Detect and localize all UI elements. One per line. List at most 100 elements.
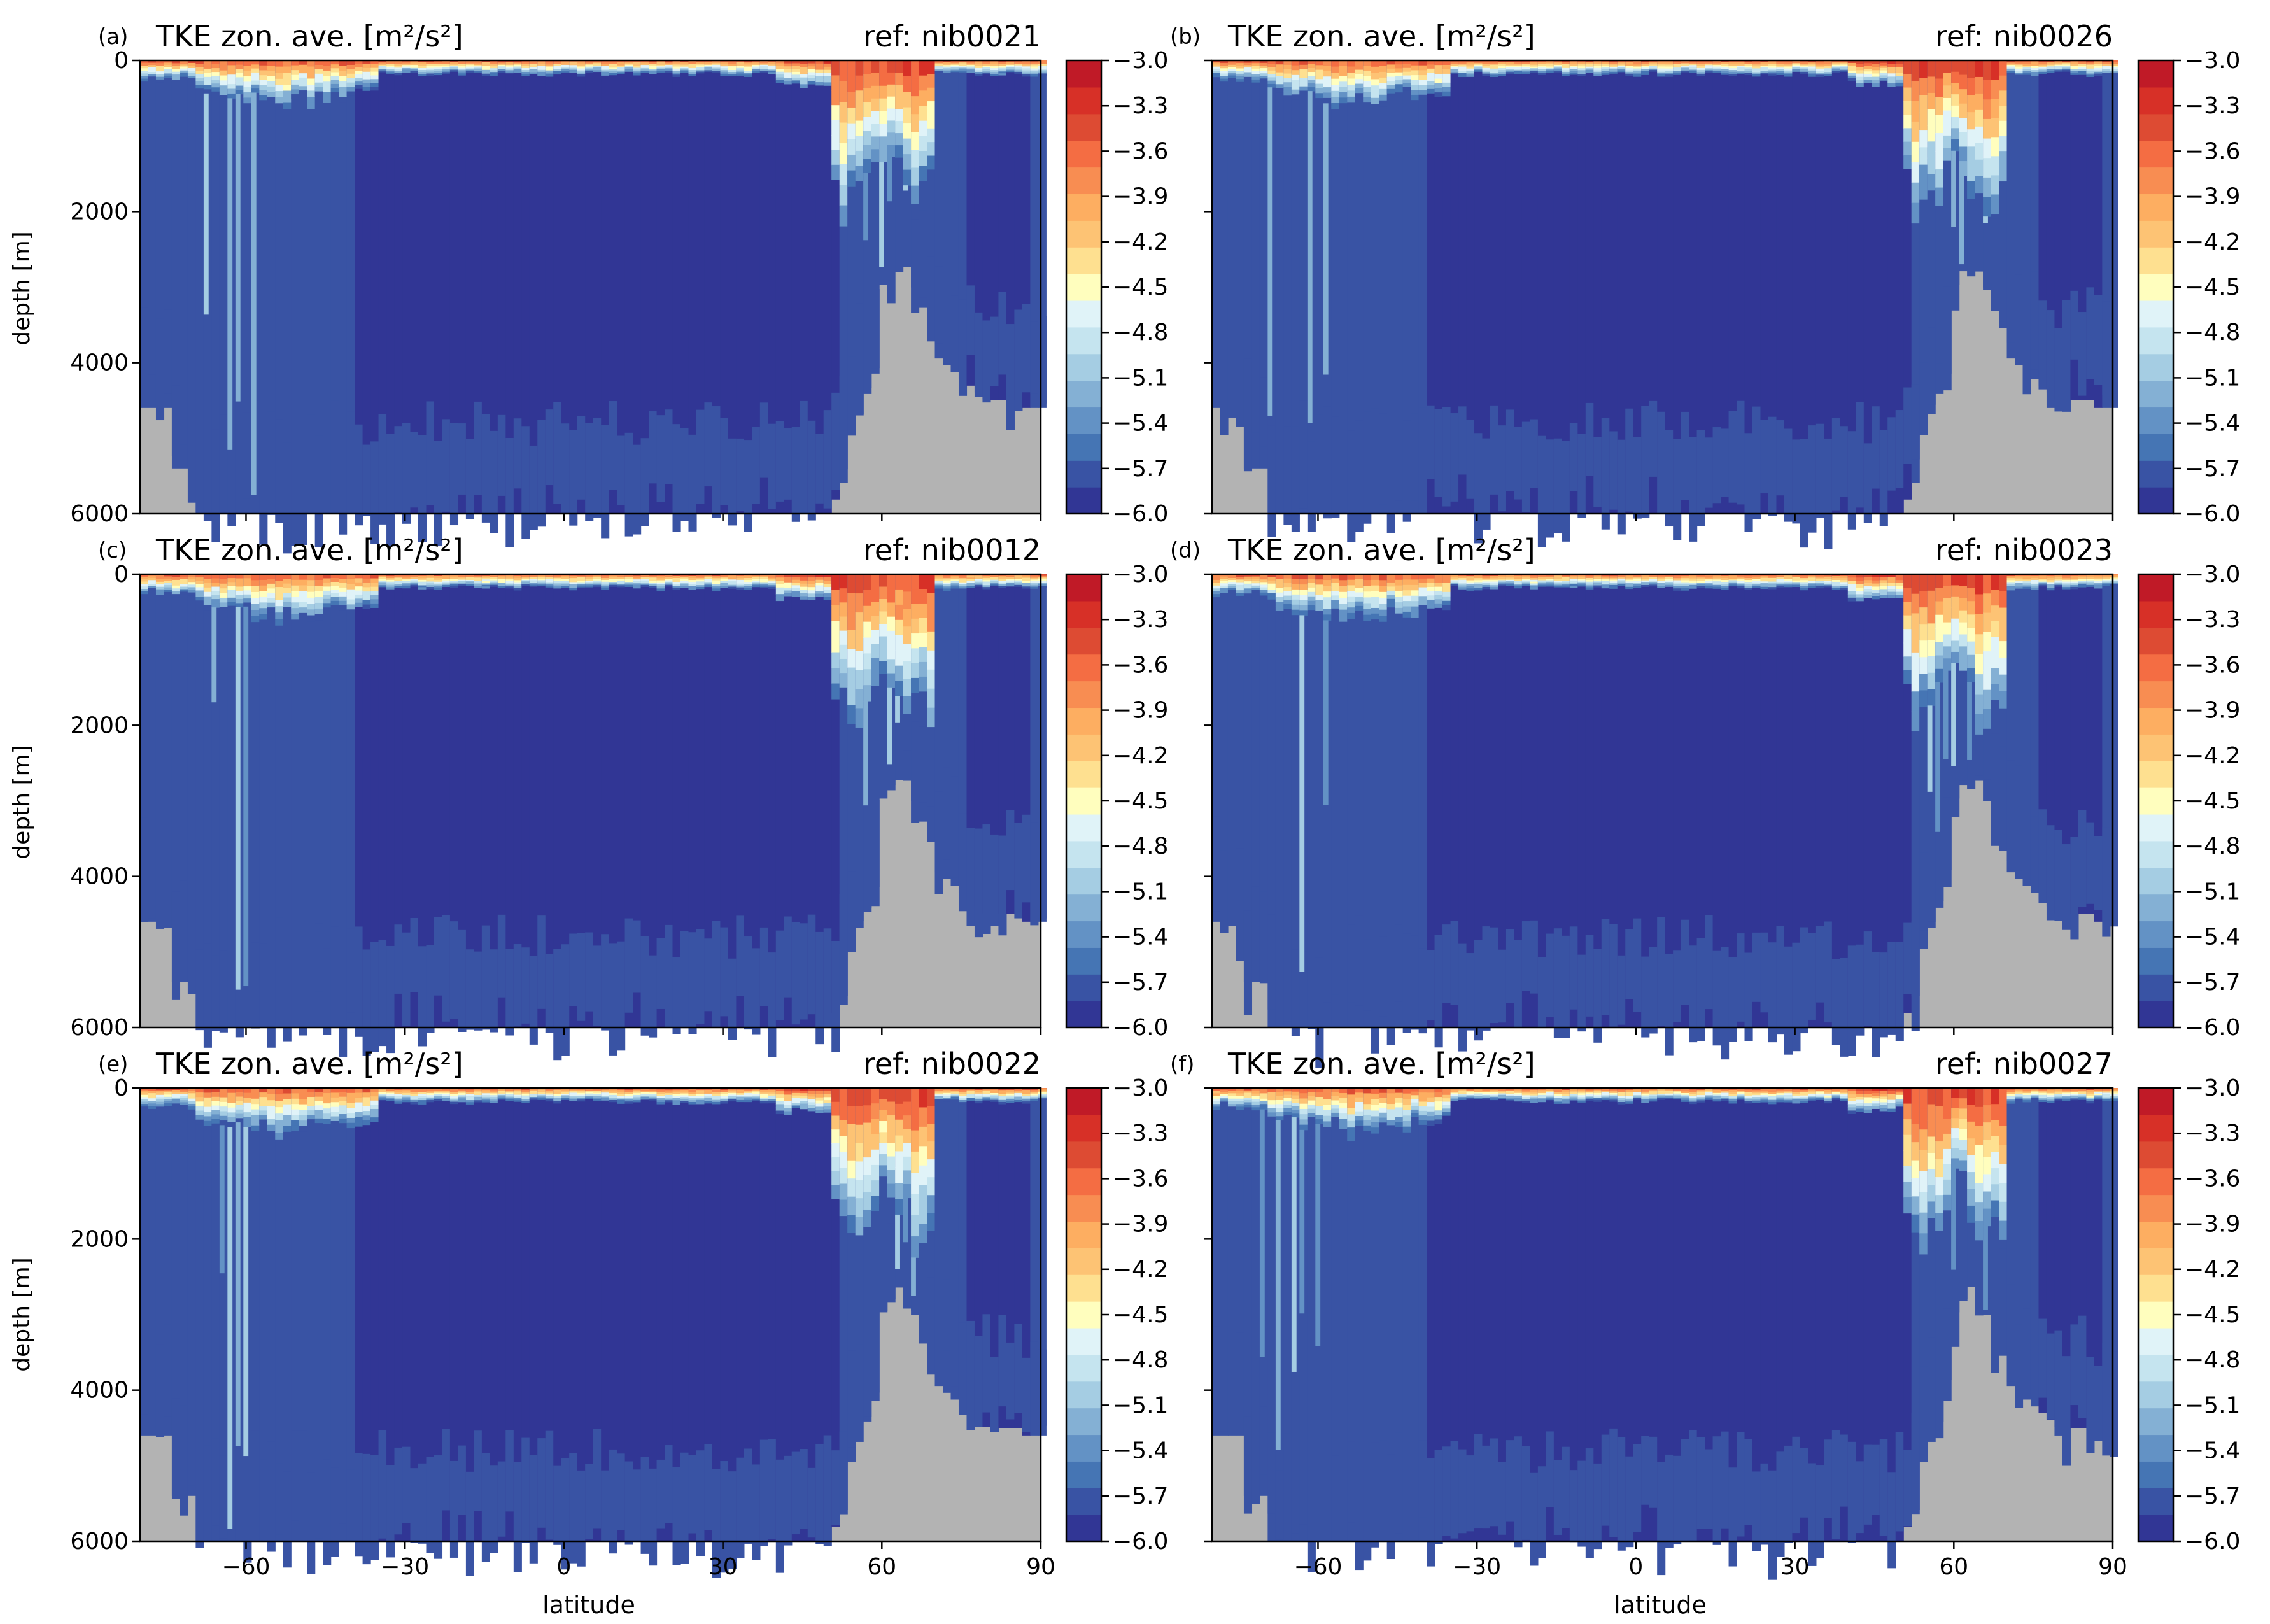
tke-cell — [998, 67, 1007, 70]
tke-cell — [958, 588, 968, 591]
tke-cell — [386, 70, 395, 73]
tke-cell — [791, 69, 800, 73]
tke-cell — [291, 602, 300, 609]
tke-cell — [1371, 585, 1379, 591]
tke-cell — [1641, 406, 1650, 519]
tke-cell — [1355, 605, 1364, 611]
tke-cell — [879, 623, 888, 637]
tke-cell — [1307, 91, 1313, 423]
tke-cell — [1840, 584, 1849, 586]
tke-cell — [1267, 83, 1276, 88]
tke-cell — [1657, 581, 1666, 583]
tke-cell — [1728, 60, 1737, 63]
tke-cell — [211, 1438, 220, 1526]
tke-cell — [529, 581, 538, 584]
tke-cell — [219, 597, 228, 603]
tke-cell — [267, 1094, 276, 1101]
tke-cell — [1006, 67, 1015, 69]
tke-cell — [1967, 588, 1976, 602]
tke-cell — [1784, 575, 1793, 578]
tke-cell — [1521, 67, 1531, 69]
tke-cell — [529, 574, 538, 576]
tke-cell — [640, 936, 649, 1036]
tke-cell — [155, 579, 165, 583]
tke-cell — [1251, 68, 1260, 72]
tke-cell — [1776, 579, 1785, 581]
tke-cell — [180, 1100, 188, 1103]
tke-cell — [1530, 577, 1539, 581]
tke-cell — [251, 1120, 260, 1126]
tke-cell — [299, 64, 307, 69]
tke-cell — [339, 60, 348, 66]
tke-cell — [1983, 118, 1992, 139]
tke-cell — [800, 81, 808, 85]
tke-cell — [1212, 306, 1221, 374]
colorbar-tick-label: −5.7 — [2185, 970, 2240, 996]
tke-cell — [784, 81, 793, 85]
tke-cell — [728, 584, 737, 587]
tke-cell — [982, 64, 991, 66]
tke-cell — [140, 1099, 149, 1103]
tke-cell — [243, 1107, 252, 1113]
tke-cell — [1784, 64, 1793, 67]
tke-cell — [2094, 60, 2103, 63]
tke-cell — [871, 289, 880, 369]
tke-cell — [649, 65, 658, 67]
tke-cell — [1259, 66, 1268, 69]
tke-cell — [195, 574, 204, 1027]
tke-cell — [919, 647, 927, 663]
tke-cell — [1505, 575, 1515, 577]
tke-cell — [1800, 70, 1808, 73]
tke-cell — [1696, 69, 1705, 73]
tke-cell — [1355, 69, 1364, 75]
tke-cell — [640, 583, 649, 586]
tke-cell — [140, 591, 149, 595]
tke-cell — [863, 653, 872, 670]
tke-cell — [2078, 585, 2087, 588]
tke-cell — [1442, 574, 1451, 579]
tke-cell — [426, 583, 435, 586]
tke-cell — [1768, 587, 1777, 590]
tke-cell — [2030, 72, 2040, 74]
colorbar-tick-label: −6.0 — [1113, 1015, 1168, 1041]
tke-cell — [1975, 159, 1984, 177]
tke-cell — [1800, 576, 1808, 579]
tke-cell — [1251, 63, 1260, 67]
tke-cell — [1895, 589, 1904, 593]
tke-cell — [1935, 169, 1944, 188]
tke-cell — [815, 574, 824, 1027]
tke-cell — [569, 62, 578, 64]
tke-cell — [1577, 584, 1586, 587]
tke-cell — [283, 607, 292, 612]
tke-cell — [585, 581, 594, 583]
tke-cell — [2102, 301, 2111, 395]
tke-cell — [633, 69, 642, 72]
tke-cell — [1379, 71, 1388, 78]
tke-cell — [1022, 583, 1031, 586]
colorbar-bin — [1066, 300, 1101, 328]
tke-cell — [171, 77, 181, 81]
tke-cell — [1514, 575, 1523, 578]
tke-cell — [378, 63, 387, 66]
tke-cell — [442, 574, 451, 1027]
colorbar-bin — [1066, 627, 1101, 655]
tke-cell — [919, 603, 927, 619]
tke-cell — [458, 577, 467, 579]
tke-cell — [545, 579, 554, 581]
depth-tick-label: 6000 — [70, 1015, 129, 1041]
tke-cell — [569, 430, 578, 526]
tke-cell — [251, 64, 260, 69]
tke-cell — [1450, 578, 1459, 581]
tke-cell — [593, 574, 602, 576]
tke-cell — [1983, 197, 1992, 217]
colorbar-bin — [2138, 947, 2173, 975]
tke-cell — [1236, 68, 1244, 72]
tke-cell — [1712, 583, 1721, 586]
tke-cell — [394, 426, 403, 513]
tke-cell — [164, 73, 173, 76]
tke-cell — [601, 585, 610, 588]
tke-cell — [624, 432, 633, 537]
tke-cell — [227, 69, 236, 75]
tke-cell — [990, 574, 999, 576]
tke-cell — [775, 594, 784, 598]
